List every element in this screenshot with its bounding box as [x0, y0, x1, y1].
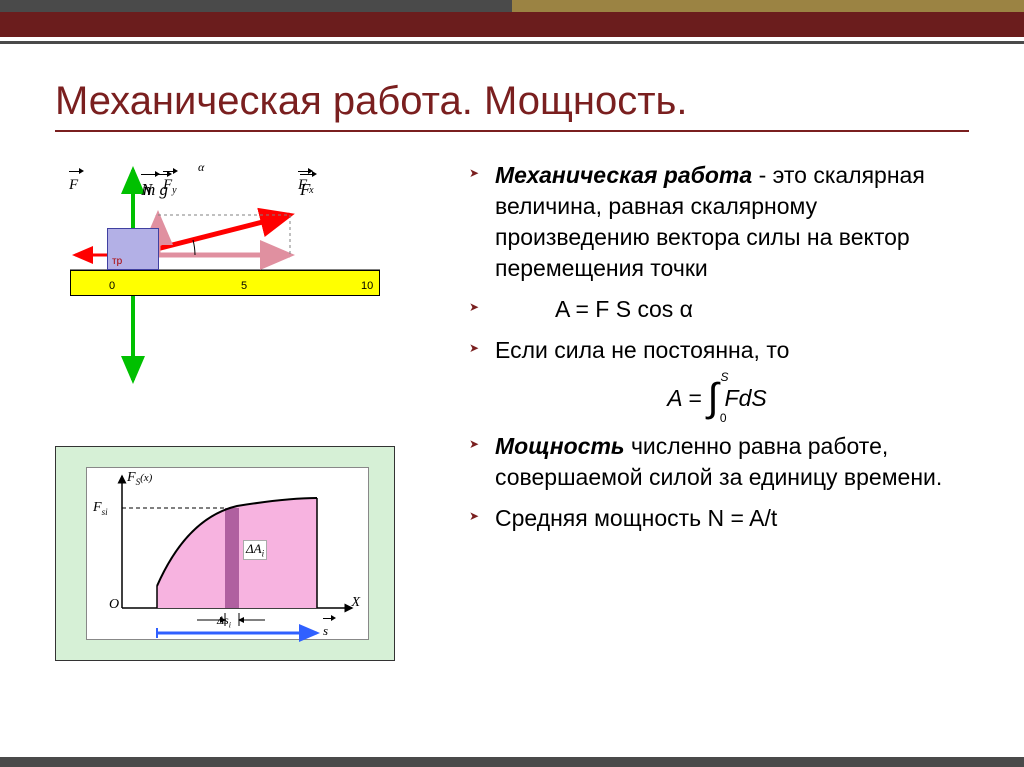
- integral-formula: A = ∫S0 FdS: [465, 376, 969, 421]
- label-alpha: α: [198, 160, 204, 175]
- bullet-2: A = F S cos α: [465, 294, 969, 325]
- work-area-diagram: FS(x) X O Fsi ΔAi Δsi s: [55, 446, 395, 661]
- friction-label: тр: [112, 256, 122, 267]
- x-axis-label: X: [351, 595, 360, 611]
- force-diagram: тр 0 5 10 N F Fy Fx F α m g: [55, 160, 395, 420]
- header-band: [0, 12, 1024, 37]
- bullet-4: Мощность численно равна работе, совершае…: [465, 431, 969, 493]
- tick-0: 0: [109, 280, 115, 292]
- top-stripe: [0, 0, 1024, 12]
- block: тр: [107, 228, 159, 270]
- label-mg: m g: [143, 160, 169, 200]
- bullet-5: Средняя мощность N = A/t: [465, 503, 969, 534]
- bullet-list-2: Мощность численно равна работе, совершае…: [465, 431, 969, 534]
- tick-10: 10: [361, 280, 373, 292]
- label-Fx: Fx: [298, 160, 314, 196]
- tick-5: 5: [241, 280, 247, 292]
- y-axis-label: FS(x): [127, 470, 152, 487]
- s-vec-label: s: [323, 607, 333, 639]
- ruler: 0 5 10: [70, 270, 380, 296]
- slide-title: Механическая работа. Мощность.: [55, 79, 969, 124]
- bullet-list: Механическая работа - это скалярная вели…: [465, 160, 969, 366]
- ds-label: Δsi: [217, 613, 231, 629]
- dA-label: ΔAi: [243, 540, 267, 560]
- bullet-3: Если сила не постоянна, то: [465, 335, 969, 366]
- bullet-1: Механическая работа - это скалярная вели…: [465, 160, 969, 284]
- origin-label: O: [109, 597, 119, 613]
- footer-stripe: [0, 757, 1024, 767]
- Fsi-label: Fsi: [93, 500, 108, 517]
- title-underline: [55, 130, 969, 132]
- label-Ftr: F: [69, 160, 81, 194]
